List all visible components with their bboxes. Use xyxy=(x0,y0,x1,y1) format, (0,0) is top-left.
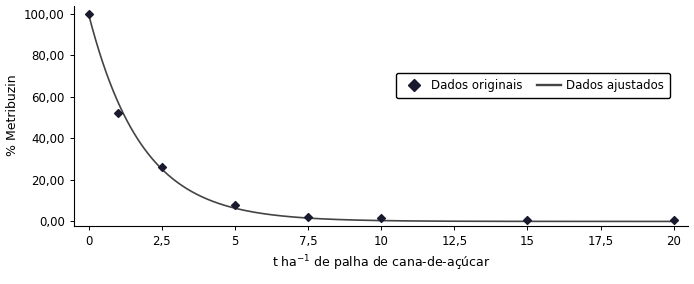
Point xyxy=(83,12,94,16)
Point xyxy=(229,202,240,207)
Point xyxy=(112,111,124,116)
Y-axis label: % Metribuzin: % Metribuzin xyxy=(6,75,19,156)
Point xyxy=(303,215,314,219)
Point xyxy=(375,216,387,221)
Point xyxy=(156,165,167,170)
X-axis label: t ha$^{-1}$ de palha de cana-de-açúcar: t ha$^{-1}$ de palha de cana-de-açúcar xyxy=(272,253,491,273)
Point xyxy=(668,218,679,223)
Point xyxy=(522,218,533,223)
Legend: Dados originais, Dados ajustados: Dados originais, Dados ajustados xyxy=(396,73,670,98)
